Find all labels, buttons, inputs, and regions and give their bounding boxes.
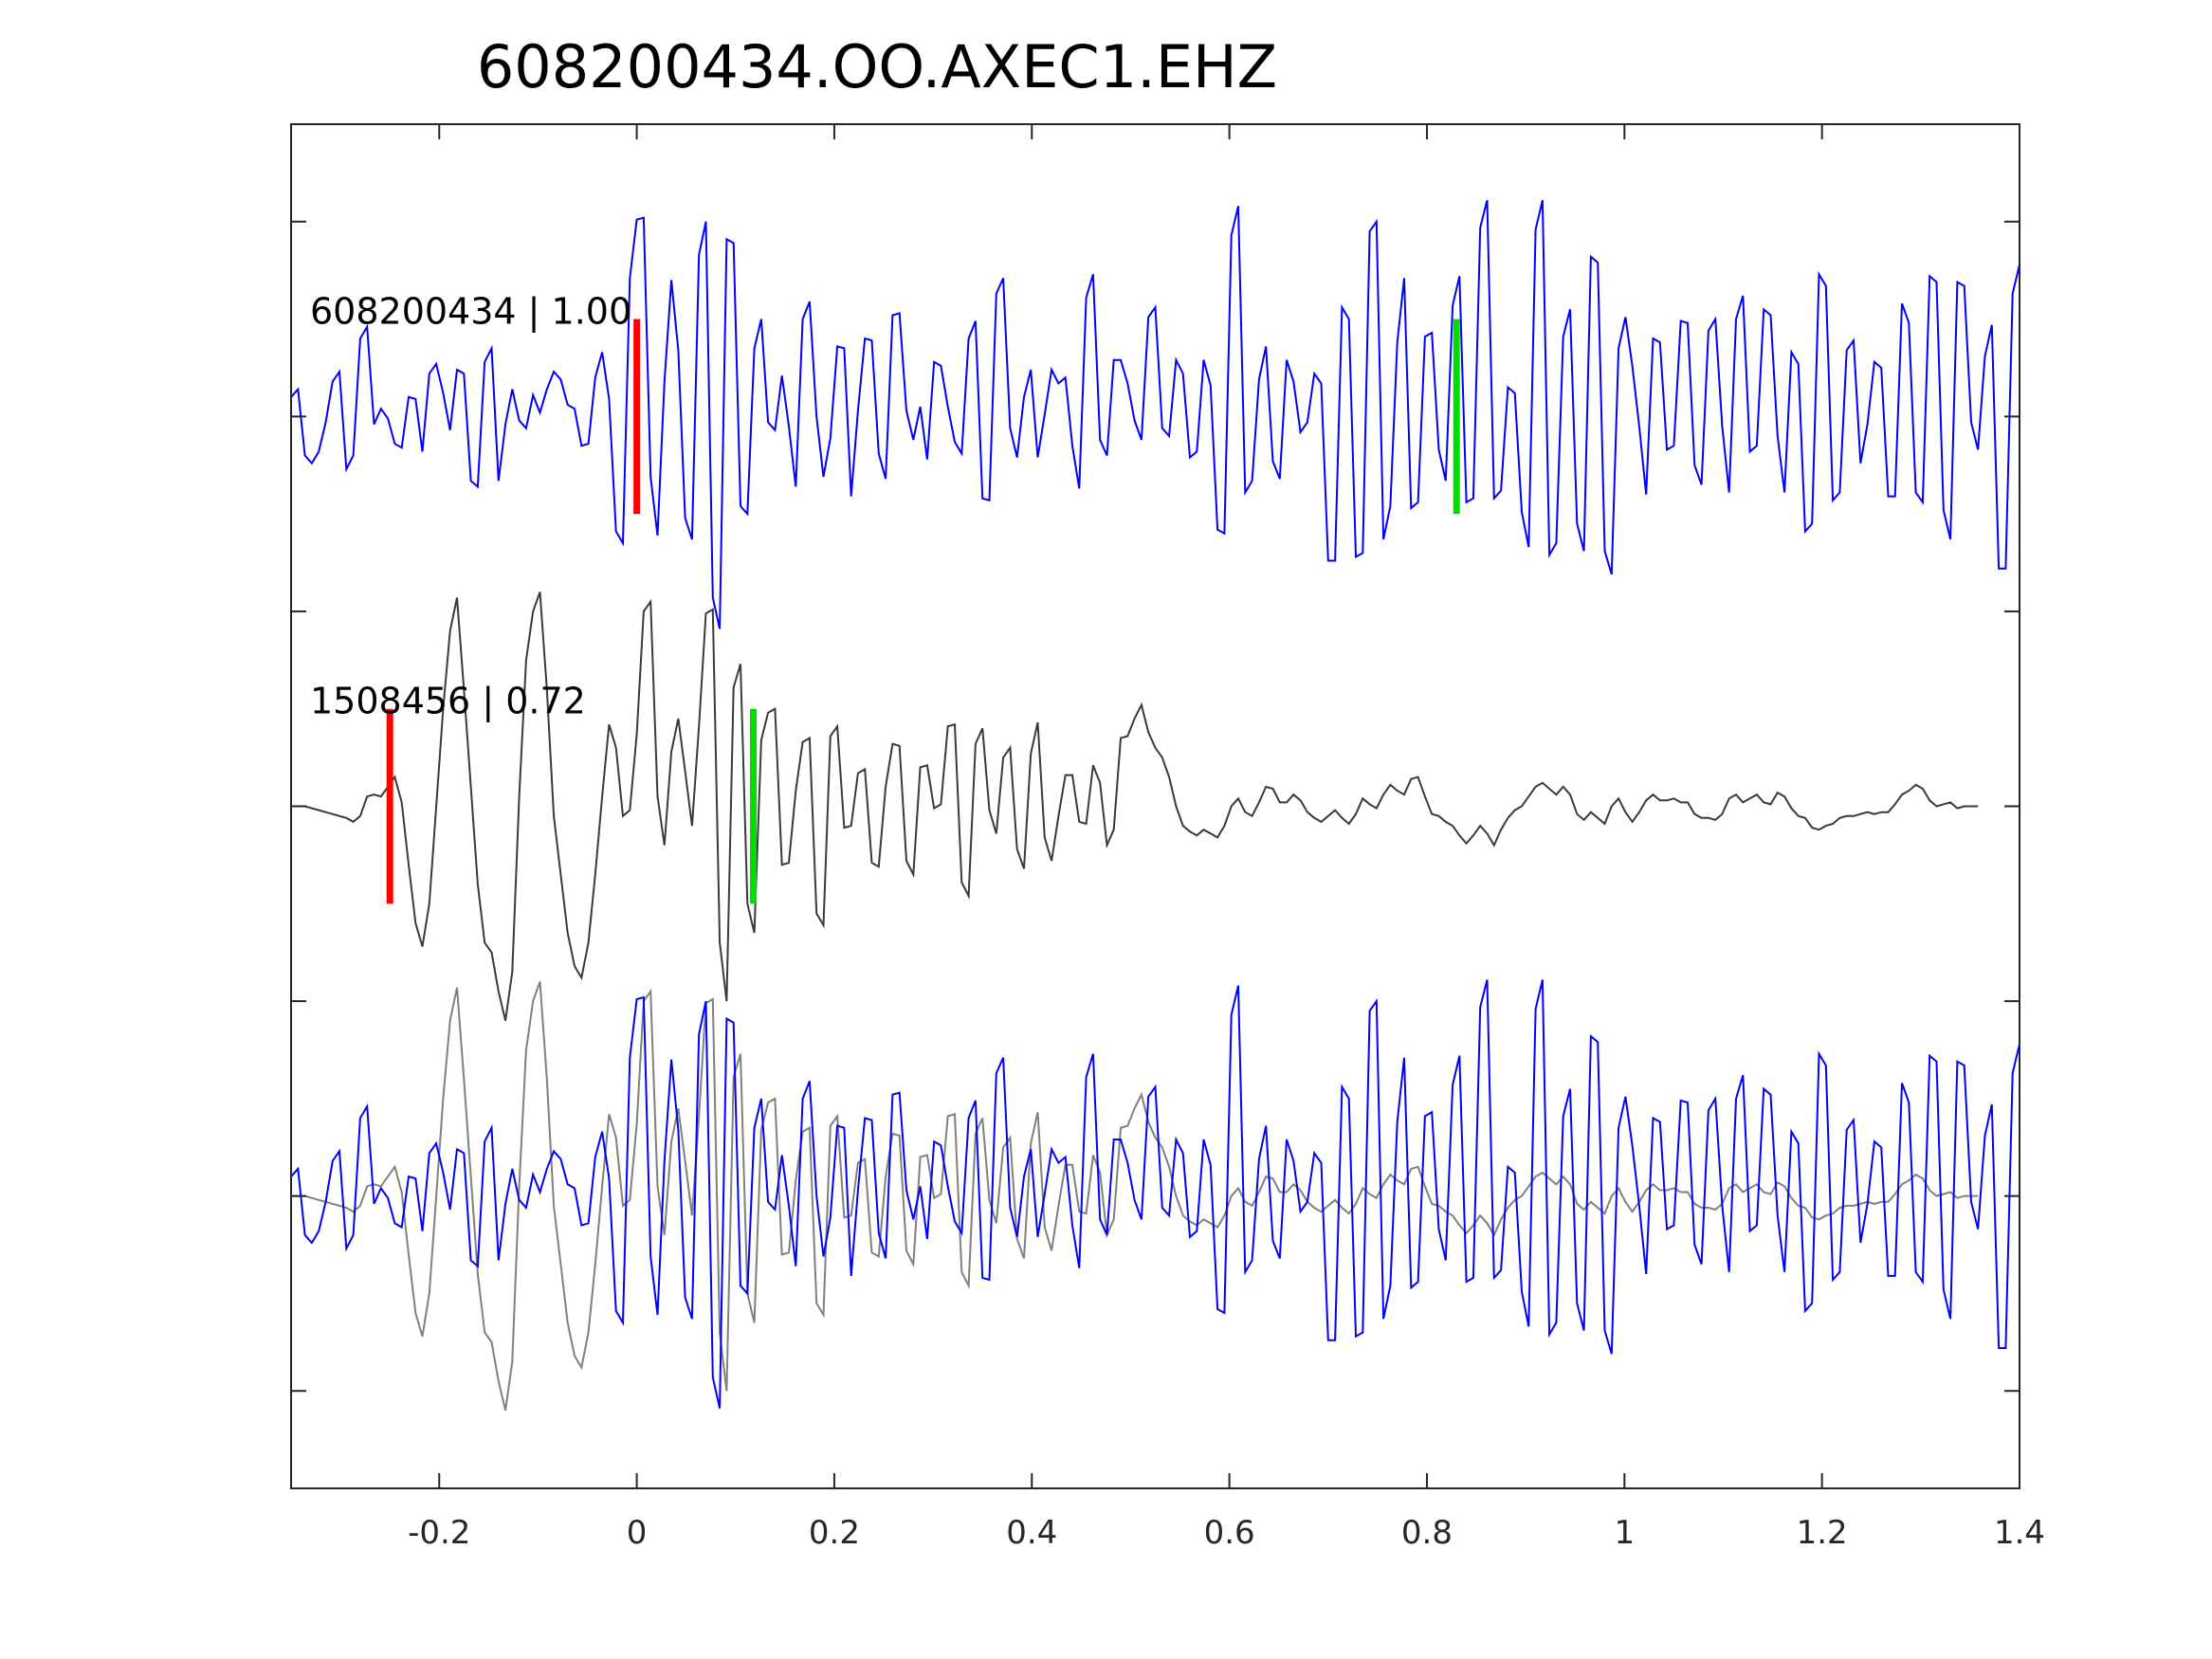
- trace-label-608200434: 608200434 | 1.00: [310, 291, 631, 334]
- x-tick-label: 0.8: [1401, 1514, 1453, 1552]
- x-tick-label: 0.6: [1204, 1514, 1255, 1552]
- overlay-trace-608200434: [290, 979, 2020, 1409]
- chart-title: 608200434.OO.AXEC1.EHZ: [477, 32, 1277, 101]
- trace-labels: 608200434 | 1.00 1508456 | 0.72: [310, 291, 631, 723]
- x-tick-label: 1.4: [1994, 1514, 2045, 1552]
- x-tick-label: 1: [1614, 1514, 1635, 1552]
- x-tick-label: 0.2: [809, 1514, 860, 1552]
- trace-label-1508456: 1508456 | 0.72: [310, 681, 586, 723]
- overlay-trace-1508456: [291, 981, 1979, 1412]
- x-axis: -0.2 0 0.2 0.4 0.6 0.8 1 1.2 1.4: [408, 124, 2045, 1552]
- x-tick-label: 0.4: [1006, 1514, 1057, 1552]
- trace-line-1508456: [291, 592, 1979, 1021]
- y-axis: [291, 220, 2020, 1393]
- x-tick-label: -0.2: [408, 1514, 470, 1552]
- x-tick-label: 0: [627, 1514, 648, 1552]
- trace-line-608200434: [290, 199, 2020, 629]
- plot-area: [290, 199, 2020, 1412]
- x-tick-label: 1.2: [1797, 1514, 1848, 1552]
